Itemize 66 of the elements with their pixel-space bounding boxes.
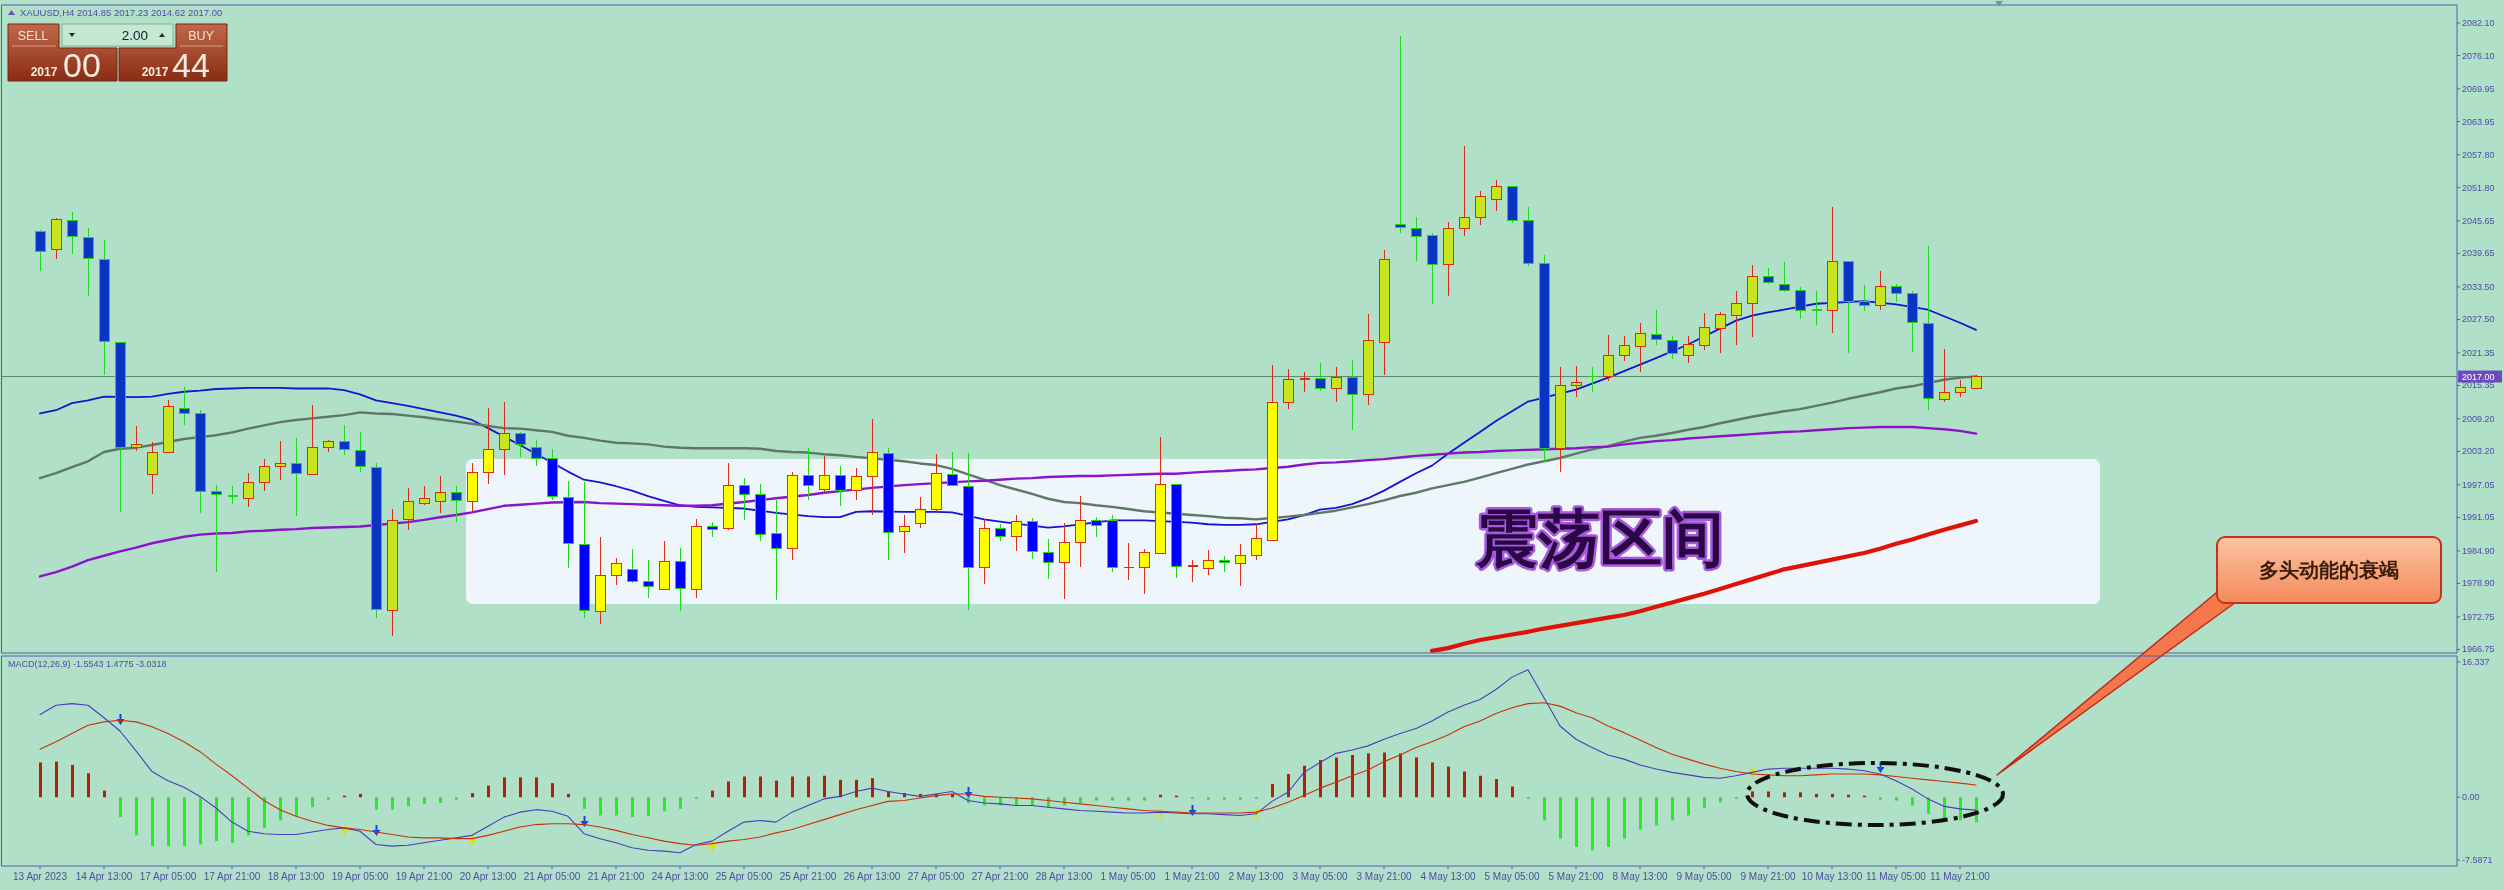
x-tick-label: 21 Apr 05:00 bbox=[523, 871, 581, 882]
x-tick-label: 26 Apr 13:00 bbox=[843, 871, 901, 882]
x-tick-label: 17 Apr 05:00 bbox=[139, 871, 197, 882]
y-tick-label: 1984.90 bbox=[2462, 545, 2495, 556]
annotation: 2017 bbox=[141, 65, 169, 79]
y-tick-label: 2021.35 bbox=[2462, 347, 2495, 358]
y-tick-label: 2045.65 bbox=[2462, 215, 2495, 226]
y-tick-label: 2027.50 bbox=[2462, 314, 2495, 325]
text: 多头动能的衰竭 bbox=[2259, 558, 2399, 582]
x-tick-label: 3 May 21:00 bbox=[1356, 871, 1412, 882]
annotation: SELL bbox=[17, 29, 49, 43]
x-tick-label: 4 May 13:00 bbox=[1420, 871, 1476, 882]
x-tick-label: 8 May 13:00 bbox=[1612, 871, 1668, 882]
x-tick-label: 11 May 05:00 bbox=[1866, 871, 1927, 882]
x-tick-label: 3 May 05:00 bbox=[1292, 871, 1348, 882]
x-tick-label: 2 May 13:00 bbox=[1228, 871, 1284, 882]
x-tick-label: 27 Apr 21:00 bbox=[971, 871, 1029, 882]
y-tick-label: 2033.50 bbox=[2462, 281, 2495, 292]
y-tick-label: 2015.35 bbox=[2462, 380, 2495, 391]
annotation: BUY bbox=[188, 29, 215, 43]
y-tick-label: 16.337 bbox=[2462, 656, 2490, 667]
x-tick-label: 27 Apr 05:00 bbox=[907, 871, 965, 882]
x-tick-label: 25 Apr 21:00 bbox=[779, 871, 837, 882]
x-tick-label: 14 Apr 13:00 bbox=[75, 871, 133, 882]
annotation: 44 bbox=[172, 46, 210, 84]
y-tick-label: 0.00 bbox=[2462, 792, 2480, 803]
y-tick-label: 1972.75 bbox=[2462, 611, 2495, 622]
ref-line-label: 2017.00 bbox=[2462, 371, 2495, 382]
y-tick-label: 2082.10 bbox=[2462, 17, 2495, 28]
annotation: 震荡区间 bbox=[1475, 502, 1724, 575]
x-tick-label: 19 Apr 05:00 bbox=[331, 871, 389, 882]
annotation: 00 bbox=[63, 46, 101, 84]
annotation: 2.00 bbox=[121, 28, 148, 43]
chart-title: MACD(12,26,9) -1.5543 1.4775 -3.0318 bbox=[8, 659, 167, 669]
x-tick-label: 9 May 05:00 bbox=[1676, 871, 1732, 882]
x-tick-label: 5 May 21:00 bbox=[1548, 871, 1604, 882]
x-tick-label: 25 Apr 05:00 bbox=[715, 871, 773, 882]
x-tick-label: 10 May 13:00 bbox=[1801, 871, 1863, 882]
x-tick-label: 5 May 05:00 bbox=[1484, 871, 1540, 882]
y-tick-label: 2057.80 bbox=[2462, 149, 2495, 160]
y-tick-label: 2039.65 bbox=[2462, 248, 2495, 259]
y-tick-label: 1997.05 bbox=[2462, 479, 2495, 490]
x-tick-label: 9 May 21:00 bbox=[1740, 871, 1796, 882]
x-tick-label: 1 May 21:00 bbox=[1164, 871, 1220, 882]
y-tick-label: 1966.75 bbox=[2462, 644, 2495, 655]
y-tick-label: 2009.20 bbox=[2462, 413, 2495, 424]
x-tick-label: 11 May 21:00 bbox=[1930, 871, 1991, 882]
y-tick-label: 2076.10 bbox=[2462, 50, 2495, 61]
chart-title: XAUUSD,H4 2014.85 2017.23 2014.62 2017.00 bbox=[20, 7, 223, 18]
y-tick-label: 1991.05 bbox=[2462, 512, 2495, 523]
y-tick-label: -7.5871 bbox=[2462, 855, 2493, 866]
x-tick-label: 21 Apr 21:00 bbox=[587, 871, 645, 882]
x-tick-label: 17 Apr 21:00 bbox=[203, 871, 261, 882]
y-tick-label: 2003.20 bbox=[2462, 446, 2495, 457]
y-tick-label: 2063.95 bbox=[2462, 116, 2495, 127]
x-tick-label: 24 Apr 13:00 bbox=[651, 871, 709, 882]
x-tick-label: 13 Apr 2023 bbox=[13, 871, 68, 882]
y-tick-label: 2051.80 bbox=[2462, 182, 2495, 193]
x-tick-label: 19 Apr 21:00 bbox=[395, 871, 453, 882]
y-tick-label: 1978.90 bbox=[2462, 578, 2495, 589]
x-tick-label: 28 Apr 13:00 bbox=[1035, 871, 1093, 882]
x-tick-label: 20 Apr 13:00 bbox=[459, 871, 517, 882]
y-tick-label: 2069.95 bbox=[2462, 83, 2495, 94]
x-tick-label: 18 Apr 13:00 bbox=[267, 871, 325, 882]
annotation: 2017 bbox=[30, 65, 58, 79]
x-tick-label: 1 May 05:00 bbox=[1100, 871, 1156, 882]
